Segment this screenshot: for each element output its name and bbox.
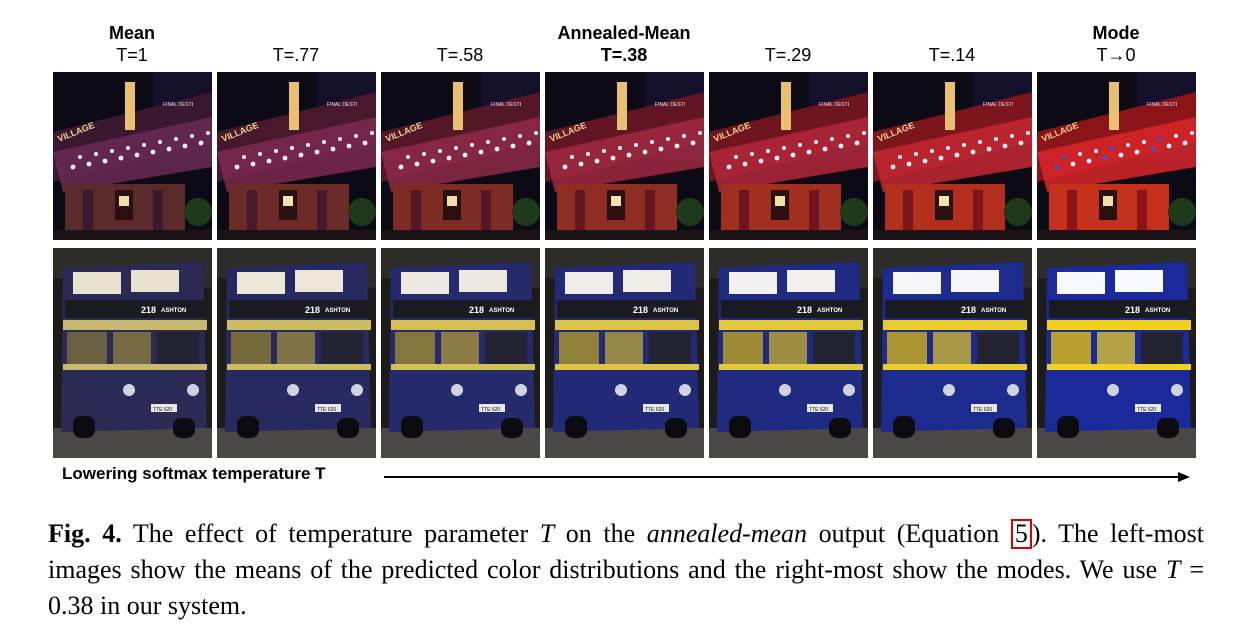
bus-route-number: 218: [961, 305, 976, 315]
bus-image-7: 218 ASHTON TTE 620: [1037, 248, 1196, 458]
bus-plate: TTE 620: [153, 407, 172, 413]
bus-destination-sign: ASHTON: [1145, 308, 1170, 314]
caption-text-2: on the: [554, 519, 647, 548]
marquee-image-7: VILLAGE FINAL DESTI: [1037, 72, 1196, 240]
marquee-sign-right-text: FINAL DESTI: [163, 102, 193, 108]
bus-route-number: 218: [469, 305, 484, 315]
marquee-image-2: VILLAGE FINAL DESTI: [217, 72, 376, 240]
temperature-label: T=.58: [436, 45, 484, 65]
marquee-image-4: VILLAGE FINAL DESTI: [545, 72, 704, 240]
column-title: [380, 22, 540, 44]
bus-image-4: 218 ASHTON TTE 620: [545, 248, 704, 458]
marquee-image-5: VILLAGE FINAL DESTI: [709, 72, 868, 240]
bus-image-3: 218 ASHTON TTE 620: [381, 248, 540, 458]
marquee-image-6: VILLAGE FINAL DESTI: [873, 72, 1032, 240]
marquee-sign-right-text: FINAL DESTI: [655, 102, 685, 108]
caption-symbol-t: T: [539, 519, 555, 548]
marquee-sign-right-text: FINAL DESTI: [327, 102, 357, 108]
axis-label: Lowering softmax temperature T: [62, 464, 326, 483]
column-title: Mode: [1092, 23, 1140, 43]
bus-route-number: 218: [1125, 305, 1140, 315]
column-header-3: T=.58: [380, 22, 540, 66]
bus-image-5: 218 ASHTON TTE 620: [709, 248, 868, 458]
bus-image-6: 218 ASHTON TTE 620: [873, 248, 1032, 458]
column-header-4: Annealed-Mean T=.38: [544, 22, 704, 66]
temperature-label: T=.14: [928, 45, 976, 65]
bus-plate: TTE 620: [481, 407, 500, 413]
temperature-label: T=1: [116, 45, 148, 65]
caption-italic-term: annealed-mean: [646, 519, 808, 548]
caption-text-1: The effect of temperature parameter: [121, 519, 540, 548]
bus-plate: TTE 620: [1137, 407, 1156, 413]
column-title: Mean: [108, 23, 155, 43]
bus-image-2: 218 ASHTON TTE 620: [217, 248, 376, 458]
temperature-arrow: [384, 472, 1190, 482]
marquee-image-1: VILLAGE FINAL DESTI: [53, 72, 212, 240]
bus-image-1: 218 ASHTON TTE 620: [53, 248, 212, 458]
column-header-5: T=.29: [708, 22, 868, 66]
caption-text-4: ). The left-most images show the means o…: [48, 519, 1205, 584]
bus-destination-sign: ASHTON: [817, 308, 842, 314]
temperature-label: T→0: [1096, 45, 1136, 65]
marquee-image-3: VILLAGE FINAL DESTI: [381, 72, 540, 240]
column-header-2: T=.77: [216, 22, 376, 66]
bus-plate: TTE 620: [645, 407, 664, 413]
temperature-label: T=.29: [764, 45, 812, 65]
marquee-sign-right-text: FINAL DESTI: [491, 102, 521, 108]
column-title: [216, 22, 376, 44]
bus-destination-sign: ASHTON: [653, 308, 678, 314]
bus-route-number: 218: [141, 305, 156, 315]
marquee-sign-right-text: FINAL DESTI: [819, 102, 849, 108]
caption-text-5: = 0.38 in our system.: [48, 555, 1204, 620]
bus-plate: TTE 620: [973, 407, 992, 413]
column-title: Annealed-Mean: [557, 23, 691, 43]
column-title: [872, 22, 1032, 44]
column-header-1: Mean T=1: [52, 22, 212, 66]
caption-symbol-t-2: T: [1165, 555, 1181, 584]
equation-reference-link[interactable]: 5: [1010, 519, 1032, 549]
caption-figure-label: Fig. 4.: [48, 519, 122, 548]
column-header-6: T=.14: [872, 22, 1032, 66]
bus-plate: TTE 620: [809, 407, 828, 413]
bus-route-number: 218: [633, 305, 648, 315]
bus-route-number: 218: [797, 305, 812, 315]
bus-destination-sign: ASHTON: [325, 308, 350, 314]
caption-text-3: output (Equation: [807, 519, 1011, 548]
figure: Mean T=1 T=.77 T=.58 Annealed-Mean T=.38 T=.29…: [52, 22, 1196, 483]
bus-plate: TTE 620: [317, 407, 336, 413]
column-header-7: Mode T→0: [1036, 22, 1196, 66]
marquee-sign-right-text: FINAL DESTI: [1147, 102, 1177, 108]
marquee-sign-right-text: FINAL DESTI: [983, 102, 1013, 108]
temperature-label: T=.77: [272, 45, 320, 65]
column-title: [708, 22, 868, 44]
bus-destination-sign: ASHTON: [161, 308, 186, 314]
bus-destination-sign: ASHTON: [981, 308, 1006, 314]
bus-destination-sign: ASHTON: [489, 308, 514, 314]
temperature-label: T=.38: [600, 45, 648, 65]
bus-route-number: 218: [305, 305, 320, 315]
figure-caption: Fig. 4. The effect of temperature parame…: [48, 516, 1204, 624]
